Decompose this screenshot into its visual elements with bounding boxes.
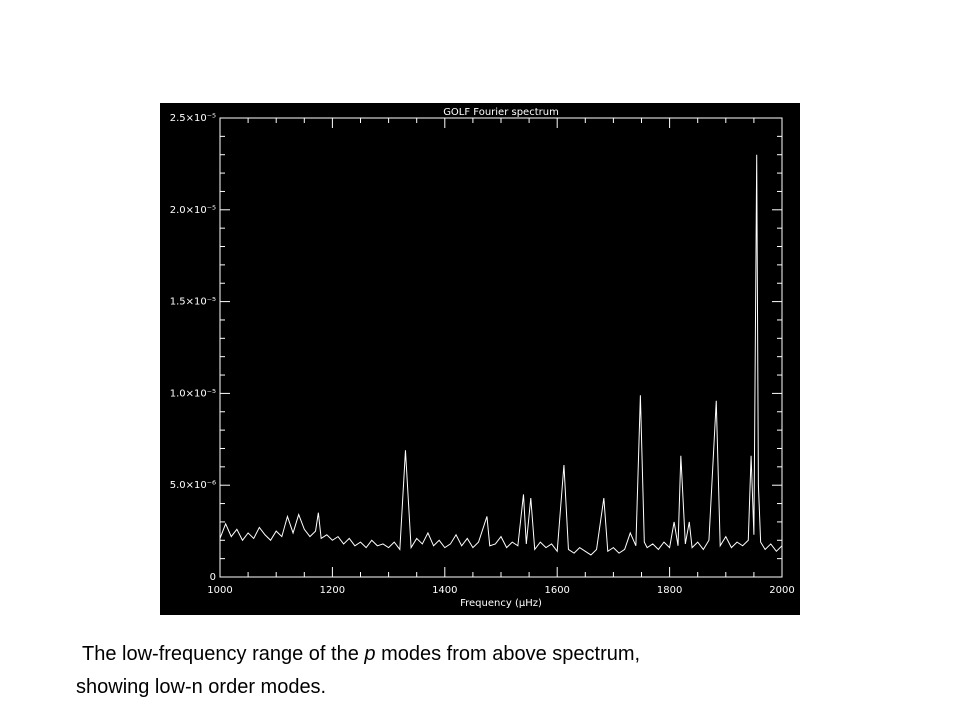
y-tick-label: 2.0×10⁻⁵ — [170, 205, 216, 216]
chart: GOLF Fourier spectrum Frequency (μHz) 10… — [160, 103, 800, 615]
x-tick-label: 1600 — [544, 585, 569, 596]
x-axis-label: Frequency (μHz) — [460, 598, 542, 609]
x-tick-label: 1400 — [432, 585, 457, 596]
caption-text: modes from above spectrum, — [375, 643, 641, 665]
x-tick-label: 1200 — [320, 585, 345, 596]
y-tick-label: 1.0×10⁻⁵ — [170, 388, 216, 399]
caption-line: showing low-n order modes. — [76, 676, 327, 698]
y-tick-label: 0 — [210, 572, 216, 583]
chart-background — [160, 103, 800, 615]
x-tick-label: 2000 — [769, 585, 794, 596]
x-tick-label: 1800 — [657, 585, 682, 596]
y-tick-label: 1.5×10⁻⁵ — [170, 297, 216, 308]
caption-line: The low-frequency range of the p modes f… — [82, 643, 640, 666]
y-tick-label: 2.5×10⁻⁵ — [170, 113, 216, 124]
x-tick-label: 1000 — [207, 585, 232, 596]
y-tick-label: 5.0×10⁻⁶ — [170, 480, 216, 491]
spectrum-line — [219, 154, 783, 556]
caption-text: The low-frequency range of the — [82, 643, 365, 665]
chart-title: GOLF Fourier spectrum — [443, 107, 559, 118]
caption-text: p — [364, 643, 376, 665]
